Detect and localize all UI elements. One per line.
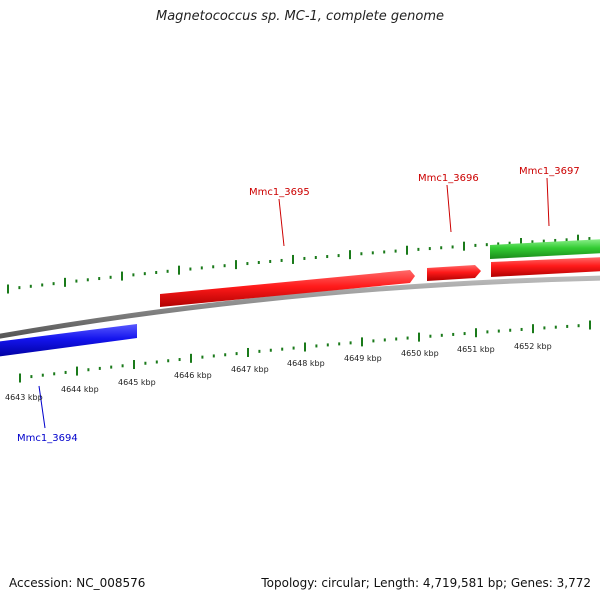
accession-text: Accession: NC_008576 <box>9 576 146 590</box>
gene-features <box>0 239 600 357</box>
leader-mmc1-3696 <box>446 184 452 233</box>
inner-tick-ring <box>19 320 591 383</box>
gene-arrow-mmc1-3695[interactable] <box>160 270 415 307</box>
leader-mmc1-3697 <box>546 177 550 227</box>
gene-label[interactable]: Mmc1_3695 <box>249 187 310 198</box>
kbp-label: 4643 kbp <box>5 393 43 402</box>
gene-arrow-mmc1-3694[interactable] <box>0 324 137 357</box>
kbp-label: 4646 kbp <box>174 371 212 380</box>
gene-label[interactable]: Mmc1_3696 <box>418 173 479 184</box>
kbp-label: 4652 kbp <box>514 342 552 351</box>
coordinate-labels: 4643 kbp 4644 kbp 4645 kbp 4646 kbp 4647… <box>5 342 552 402</box>
leader-mmc1-3694 <box>38 385 46 429</box>
gene-label[interactable]: Mmc1_3697 <box>519 166 580 177</box>
kbp-label: 4647 kbp <box>231 365 269 374</box>
map-title: Magnetococcus sp. MC-1, complete genome <box>155 9 445 24</box>
kbp-label: 4649 kbp <box>344 354 382 363</box>
kbp-label: 4648 kbp <box>287 359 325 368</box>
kbp-label: 4645 kbp <box>118 378 156 387</box>
green-feature[interactable] <box>490 239 600 259</box>
outer-tick-ring <box>7 234 591 294</box>
gene-label-leaders <box>38 177 550 429</box>
gene-labels: Mmc1_3695 Mmc1_3696 Mmc1_3697 Mmc1_3694 <box>17 166 580 444</box>
gene-arrow-mmc1-3697[interactable] <box>491 257 600 277</box>
genome-summary-text: Topology: circular; Length: 4,719,581 bp… <box>261 576 591 590</box>
kbp-label: 4651 kbp <box>457 345 495 354</box>
gene-arrow-mmc1-3696[interactable] <box>427 265 481 281</box>
kbp-label: 4644 kbp <box>61 385 99 394</box>
kbp-label: 4650 kbp <box>401 349 439 358</box>
genome-backbone <box>0 275 600 339</box>
leader-mmc1-3695 <box>278 198 285 247</box>
gene-label[interactable]: Mmc1_3694 <box>17 433 78 444</box>
